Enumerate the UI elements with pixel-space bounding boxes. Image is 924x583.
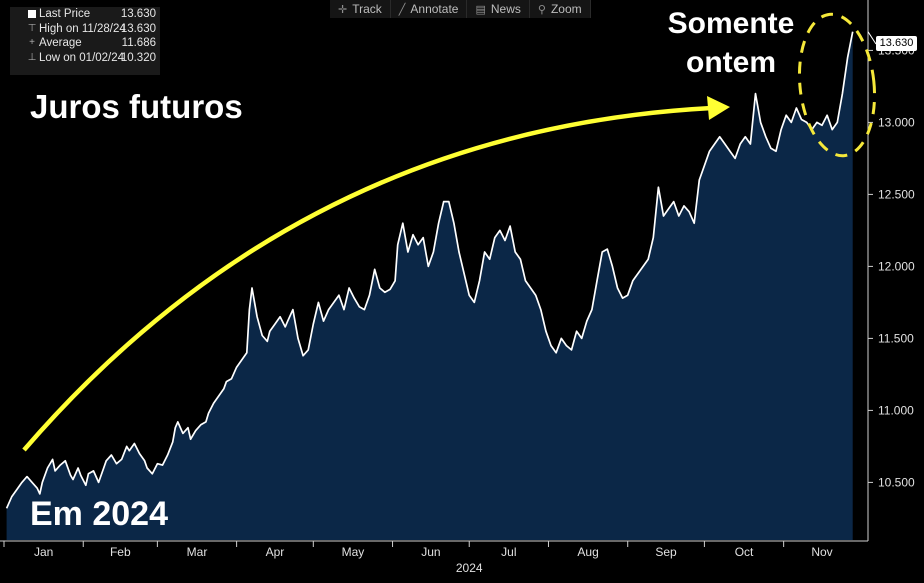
x-tick-label: Sep: [655, 545, 677, 559]
x-tick-label: Apr: [266, 545, 285, 559]
y-tick-label: 13.000: [878, 115, 915, 129]
legend-row-high: ⊤ High on 11/28/24 13.630: [10, 22, 160, 37]
crosshair-icon: ✛: [338, 3, 348, 16]
x-tick-label: May: [342, 545, 365, 559]
annotation-em-2024: Em 2024: [30, 495, 168, 533]
pencil-icon: ╱: [398, 3, 406, 16]
legend-low-value: 10.320: [120, 51, 156, 64]
white-square-icon: [28, 10, 36, 18]
highlight-ellipse: [797, 12, 877, 158]
x-tick-label: Mar: [187, 545, 208, 559]
annotate-label: Annotate: [410, 2, 459, 16]
y-tick-label: 11.500: [878, 331, 914, 345]
last-value-badge: 13.630: [876, 36, 917, 51]
series-line: [5, 31, 854, 509]
legend-last-label: Last Price: [39, 8, 91, 20]
low-marker-icon: ⊥: [27, 51, 37, 63]
news-button[interactable]: ▤ News: [467, 0, 530, 18]
y-tick-label: 12.500: [878, 187, 915, 201]
annotation-juros-futuros: Juros futuros: [30, 88, 243, 125]
legend-row-last-price: Last Price 13.630: [10, 7, 160, 22]
zoom-button[interactable]: ⚲ Zoom: [530, 0, 591, 18]
magnifier-icon: ⚲: [537, 3, 546, 16]
legend-high-value: 13.630: [120, 22, 156, 35]
last-value-leader: [867, 31, 877, 45]
track-label: Track: [352, 2, 382, 16]
x-tick-label: Feb: [110, 545, 131, 559]
chart-toolbar: ✛ Track ╱ Annotate ▤ News ⚲ Zoom: [330, 0, 591, 18]
legend-average-value: 11.686: [121, 37, 156, 49]
high-marker-icon: ⊤: [27, 22, 37, 34]
y-tick-label: 10.500: [878, 475, 915, 489]
x-tick-label: Jun: [421, 545, 440, 559]
legend-high-label: High on 11/28/24: [39, 22, 126, 35]
trend-arrow-head: [707, 96, 730, 120]
annotation-somente-ontem: Somente ontem: [656, 4, 806, 82]
x-tick-label: Jan: [34, 545, 53, 559]
annotation-ontem: ontem: [686, 46, 776, 79]
x-tick-label: Nov: [811, 545, 832, 559]
legend-last-value: 13.630: [120, 8, 156, 20]
y-tick-label: 12.000: [878, 259, 915, 273]
track-button[interactable]: ✛ Track: [330, 0, 391, 18]
legend-row-low: ⊥ Low on 01/02/24 10.320: [10, 51, 160, 66]
price-legend: Last Price 13.630 ⊤ High on 11/28/24 13.…: [10, 7, 160, 75]
y-tick-label: 11.000: [878, 403, 914, 417]
x-axis-title: 2024: [456, 561, 483, 575]
average-marker-icon: +: [29, 37, 35, 48]
x-tick-label: Oct: [735, 545, 754, 559]
zoom-label: Zoom: [550, 2, 582, 16]
news-icon: ▤: [475, 3, 486, 16]
legend-row-average: + Average 11.686: [10, 36, 160, 51]
trend-arrow-shaft: [22, 105, 713, 452]
annotate-button[interactable]: ╱ Annotate: [391, 0, 468, 18]
legend-average-label: Average: [39, 37, 82, 49]
series-area-fill: [6, 31, 853, 540]
x-tick-label: Aug: [577, 545, 598, 559]
news-label: News: [490, 2, 521, 16]
legend-low-label: Low on 01/02/24: [39, 51, 125, 64]
annotation-somente: Somente: [667, 7, 795, 40]
x-tick-label: Jul: [501, 545, 516, 559]
